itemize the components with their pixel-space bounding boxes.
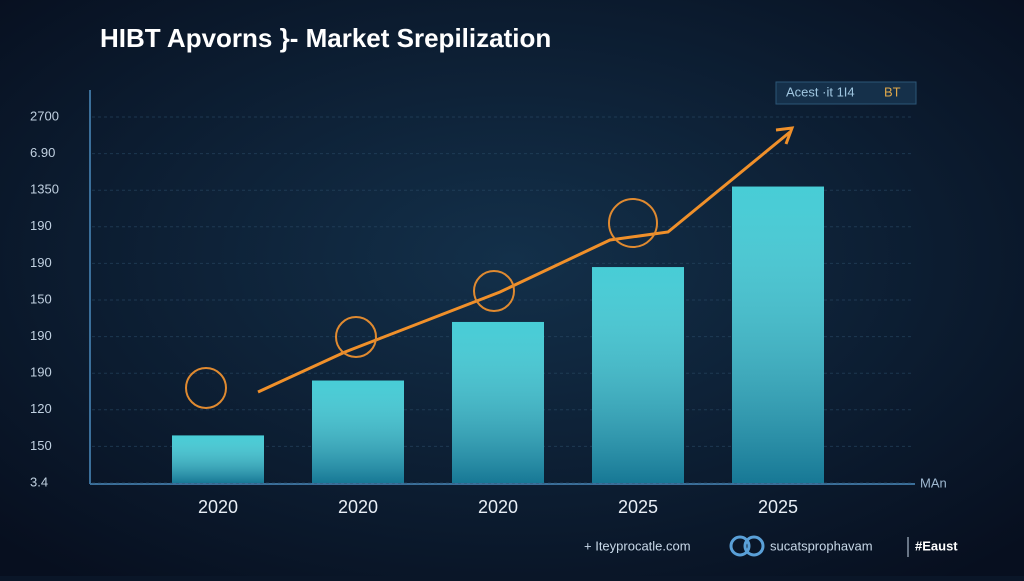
y-tick-label: 190	[30, 255, 52, 270]
bar-shade	[732, 186, 824, 484]
icon	[335, 316, 377, 358]
y-tick-label: 6.90	[30, 145, 55, 160]
bar-shade	[592, 267, 684, 483]
trend-decoration	[185, 126, 795, 409]
bar-shade	[312, 380, 404, 483]
footer-logo	[729, 535, 751, 557]
footer-link: + Iteyprocatle.com	[584, 538, 691, 553]
x-tick-label: 2025	[618, 497, 658, 517]
x-tick-label: 2025	[758, 497, 798, 517]
footer-tag: #Eaust	[915, 538, 958, 553]
y-tick-label: 3.4	[30, 474, 48, 489]
bar-shade	[172, 435, 264, 483]
bar-shade	[452, 321, 544, 483]
icon	[185, 367, 227, 409]
x-tick-label: 2020	[478, 497, 518, 517]
footer-logo	[743, 535, 765, 557]
icon	[473, 270, 515, 312]
y-tick-label: 190	[30, 218, 52, 233]
y-tick-label: 2700	[30, 108, 59, 123]
icon	[608, 198, 658, 248]
y-tick-label: 120	[30, 401, 52, 416]
y-tick-label: 150	[30, 291, 52, 306]
trend-arrow	[257, 130, 791, 394]
chart-title: HIBT Apvorns }- Market Srepilization	[100, 23, 551, 53]
y-tick-label: 1350	[30, 182, 59, 197]
y-tick-label: 190	[30, 328, 52, 343]
legend-label: Acest ·it 1I4	[786, 84, 855, 99]
legend-box	[775, 81, 917, 105]
y-axis-unit: MAn	[920, 475, 947, 490]
x-tick-label: 2020	[198, 497, 238, 517]
arrow-head	[775, 126, 795, 145]
legend-tag: BT	[884, 84, 901, 99]
y-tick-label: 150	[30, 438, 52, 453]
footer-brand: sucatsprophavam	[770, 538, 873, 553]
y-tick-label: 190	[30, 365, 52, 380]
x-tick-label: 2020	[338, 497, 378, 517]
